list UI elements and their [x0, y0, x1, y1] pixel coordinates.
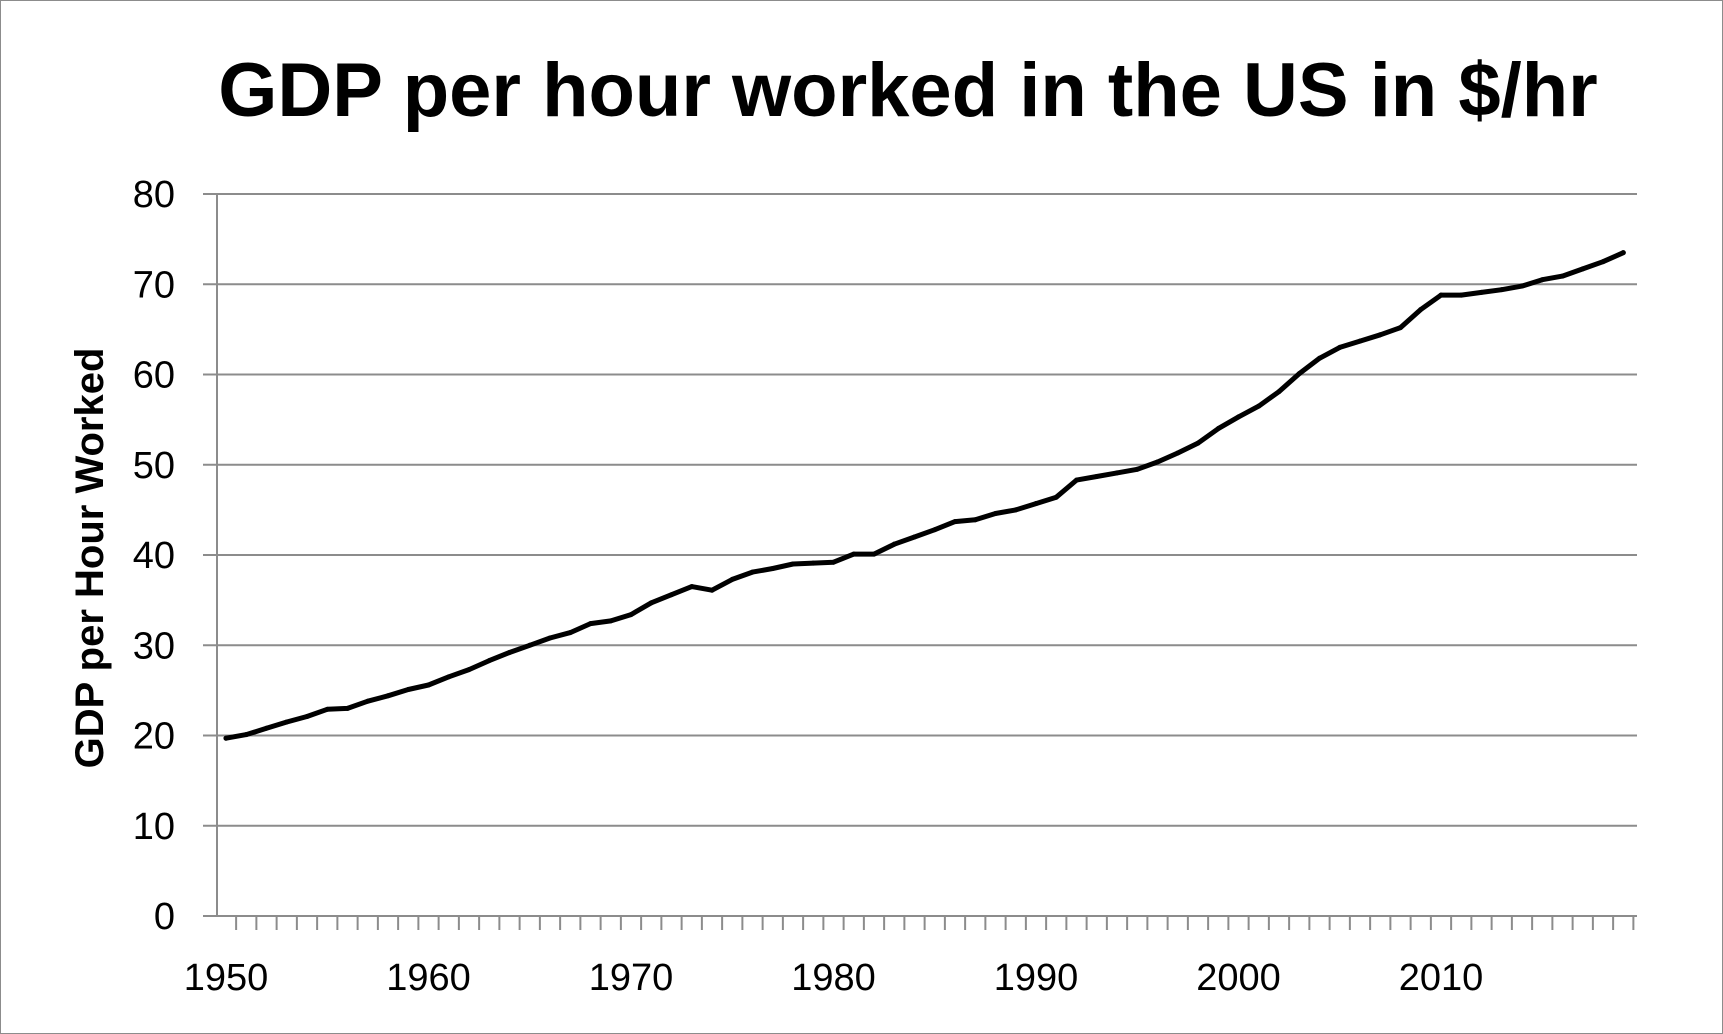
data-point-1964	[507, 649, 512, 655]
data-point-2018	[1600, 259, 1606, 265]
y-tick-labels: 0 10 20 30 40 50 60 70 80	[133, 174, 175, 938]
y-tick-label-10: 10	[133, 806, 175, 848]
data-point-2015	[1539, 277, 1545, 283]
data-point-1983	[891, 541, 897, 547]
data-point-2006	[1357, 338, 1363, 344]
chart-title: GDP per hour worked in the US in $/hr	[218, 48, 1597, 133]
data-point-1953	[284, 719, 290, 725]
data-point-1979	[810, 560, 816, 566]
series-line-0	[223, 250, 1626, 741]
data-point-2019	[1620, 250, 1626, 256]
data-point-1982	[871, 551, 877, 557]
data-point-1997	[1175, 450, 1181, 456]
data-point-1998	[1195, 440, 1201, 446]
data-point-1980	[831, 559, 836, 565]
data-point-2003	[1296, 371, 1302, 377]
data-point-1950	[223, 735, 229, 741]
data-point-2008	[1398, 325, 1403, 331]
data-point-1960	[426, 682, 431, 688]
data-point-1993	[1094, 473, 1100, 479]
data-point-1956	[345, 705, 350, 711]
data-point-1951	[243, 732, 249, 738]
data-point-2002	[1276, 389, 1282, 395]
data-point-1987	[972, 517, 978, 523]
data-point-2005	[1337, 344, 1343, 350]
data-point-2004	[1317, 355, 1322, 361]
data-point-2001	[1256, 403, 1262, 409]
data-point-1970	[628, 612, 634, 618]
gridlines	[217, 193, 1637, 827]
x-tick-label-2010: 2010	[1399, 957, 1484, 999]
data-point-1971	[648, 600, 654, 606]
data-point-1985	[932, 527, 938, 533]
data-point-1975	[729, 576, 735, 582]
data-point-1996	[1155, 459, 1160, 465]
data-point-2016	[1560, 273, 1565, 279]
data-point-1963	[486, 658, 492, 664]
y-axis-label: GDP per Hour Worked	[68, 348, 112, 769]
data-point-1990	[1033, 501, 1039, 507]
data-point-1992	[1074, 477, 1079, 483]
data-point-1974	[709, 587, 715, 593]
data-point-1954	[304, 714, 310, 720]
data-point-1991	[1053, 494, 1059, 500]
data-point-1952	[264, 725, 269, 731]
y-tick-label-50: 50	[133, 445, 175, 487]
x-tick-labels: 1950 1960 1970 1980 1990 2000 2010	[184, 957, 1484, 999]
y-tick-label-20: 20	[133, 716, 175, 758]
data-point-1957	[365, 698, 371, 704]
y-tick-label-80: 80	[133, 174, 175, 216]
data-point-1989	[1013, 507, 1019, 513]
data-point-1961	[446, 674, 452, 680]
data-point-1967	[567, 630, 573, 636]
data-point-1968	[588, 621, 593, 627]
data-point-2000	[1236, 414, 1241, 420]
axes	[203, 193, 1637, 930]
data-point-1999	[1215, 426, 1221, 432]
y-tick-label-0: 0	[154, 896, 175, 938]
data-point-1986	[952, 519, 958, 525]
data-point-1984	[912, 534, 917, 540]
data-point-1969	[608, 618, 614, 624]
data-point-1981	[851, 551, 857, 557]
data-point-1994	[1114, 470, 1120, 476]
data-point-2012	[1479, 289, 1484, 295]
data-point-2014	[1519, 283, 1525, 289]
data-point-1962	[466, 667, 472, 673]
data-point-2007	[1377, 332, 1383, 338]
series-group	[223, 250, 1626, 741]
data-point-1958	[385, 693, 391, 699]
y-tick-label-30: 30	[133, 625, 175, 667]
data-point-2009	[1418, 307, 1424, 313]
data-point-1978	[790, 561, 796, 567]
data-point-1977	[770, 566, 776, 572]
x-tick-label-1950: 1950	[184, 957, 269, 999]
x-tick-label-1980: 1980	[791, 957, 876, 999]
x-tick-label-1990: 1990	[994, 957, 1079, 999]
data-point-1965	[527, 642, 533, 648]
data-point-1988	[993, 510, 998, 516]
data-point-1973	[689, 584, 695, 590]
data-point-2013	[1499, 287, 1505, 293]
x-tick-label-1970: 1970	[589, 957, 674, 999]
data-point-2011	[1458, 292, 1464, 298]
y-tick-label-40: 40	[133, 535, 175, 577]
data-point-2010	[1438, 292, 1444, 298]
data-point-1955	[324, 706, 330, 712]
x-tick-label-1960: 1960	[386, 957, 471, 999]
data-point-1972	[669, 592, 674, 598]
y-tick-label-60: 60	[133, 355, 175, 397]
data-point-1995	[1134, 466, 1140, 472]
data-point-1959	[405, 686, 411, 692]
data-point-2017	[1580, 266, 1586, 272]
data-point-1966	[547, 635, 553, 641]
data-point-1976	[750, 569, 755, 575]
y-tick-label-70: 70	[133, 264, 175, 306]
x-tick-label-2000: 2000	[1196, 957, 1281, 999]
